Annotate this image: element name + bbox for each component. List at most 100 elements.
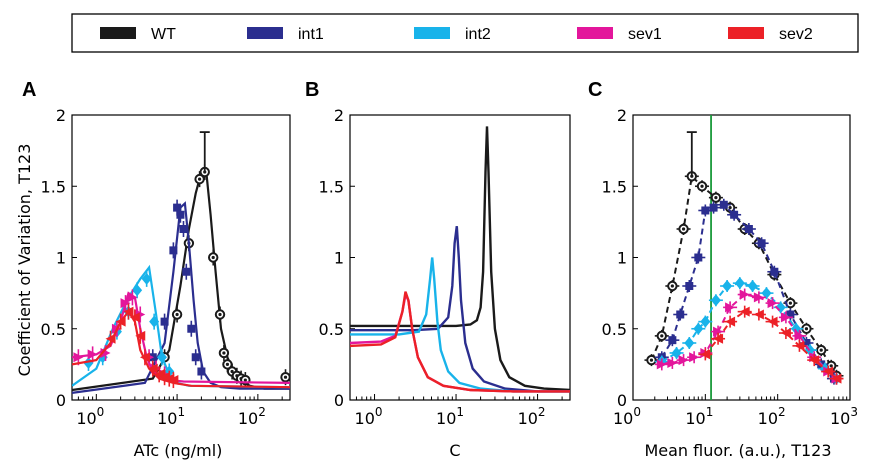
data-point-sev2 xyxy=(753,309,764,320)
data-point-int1 xyxy=(187,324,196,333)
data-point-WT-dot xyxy=(230,369,234,374)
data-point-int2 xyxy=(149,315,160,328)
data-point-int1 xyxy=(757,239,766,248)
x-tick-label: 102 xyxy=(518,405,546,428)
data-point-int1 xyxy=(719,200,728,209)
data-point-int2 xyxy=(722,280,733,292)
x-tick-label: 100 xyxy=(76,405,104,428)
data-point-sev1 xyxy=(780,312,791,323)
x-axis-label-a: ATc (ng/ml) xyxy=(134,441,223,460)
data-point-int1 xyxy=(709,203,718,212)
data-point-int1 xyxy=(770,267,779,276)
legend-label-WT: WT xyxy=(151,26,176,43)
y-axis-label-a: Coefficient of Variation, T123 xyxy=(15,144,34,377)
data-point-WT-dot xyxy=(714,196,718,200)
data-point-WT-dot xyxy=(283,375,288,379)
data-point-sev2 xyxy=(767,316,778,327)
legend-swatch-int1 xyxy=(247,27,283,39)
data-point-int1 xyxy=(197,367,206,376)
panel-b: 0 0.5 1 1.5 2 100 101 102 xyxy=(319,106,571,428)
legend-label-int1: int1 xyxy=(298,26,324,43)
data-point-sev1 xyxy=(739,289,750,300)
data-point-int1 xyxy=(685,282,694,290)
data-point-sev1 xyxy=(767,298,778,309)
model-line-int1 xyxy=(350,226,570,393)
data-point-WT-dot xyxy=(218,312,222,317)
data-point-sev2 xyxy=(129,312,140,323)
data-point-int1 xyxy=(744,225,753,233)
data-point-int2 xyxy=(761,287,772,300)
model-line-int2 xyxy=(350,257,570,393)
x-tick-label: 101 xyxy=(157,405,185,428)
y-tick-label: 0.5 xyxy=(41,320,66,339)
data-point-WT-dot xyxy=(175,312,179,317)
data-point-WT-dot xyxy=(829,364,833,368)
legend-label-sev2: sev2 xyxy=(779,26,813,43)
data-point-int1 xyxy=(160,317,169,326)
x-tick-label: 102 xyxy=(758,405,786,428)
legend-label-sev1: sev1 xyxy=(628,26,662,43)
data-point-int2 xyxy=(156,351,167,364)
data-point-int1 xyxy=(169,246,178,255)
y-tick-label: 0 xyxy=(617,391,627,410)
data-point-WT-dot xyxy=(649,358,654,362)
data-point-int2 xyxy=(141,272,152,285)
data-point-int2 xyxy=(747,280,758,292)
legend-swatch-WT xyxy=(100,27,136,39)
y-tick-label: 1 xyxy=(56,249,66,268)
data-point-sev1 xyxy=(725,302,736,313)
data-point-WT-dot xyxy=(728,206,732,210)
data-point-sev2 xyxy=(725,316,736,327)
data-point-sev1 xyxy=(713,326,724,337)
data-point-int2 xyxy=(734,277,745,290)
data-point-sev2 xyxy=(794,340,805,351)
x-tick-label: 102 xyxy=(238,405,266,428)
data-point-int1 xyxy=(668,336,677,345)
y-tick-label: 2 xyxy=(56,106,66,125)
data-point-WT-dot xyxy=(804,327,809,331)
data-point-sev2 xyxy=(700,349,711,360)
data-point-WT-dot xyxy=(788,301,793,305)
data-point-WT-dot xyxy=(819,348,823,352)
y-tick-label: 1 xyxy=(617,249,627,268)
legend: WT int1 int2 sev1 sev2 xyxy=(71,13,859,53)
y-tick-label: 1 xyxy=(334,249,344,268)
x-tick-label: 101 xyxy=(685,405,713,428)
legend-swatch-int2 xyxy=(414,27,450,39)
panel-letter-a: A xyxy=(22,79,36,101)
data-point-int1 xyxy=(730,210,739,219)
panel-a: 0 0.5 1 1.5 2 100 101 102 xyxy=(41,106,291,428)
data-point-sev2 xyxy=(147,363,158,374)
data-point-int1 xyxy=(179,225,188,233)
model-line-WT xyxy=(350,126,570,392)
data-point-sev2 xyxy=(823,366,834,377)
panel-c: 0 0.5 1 1.5 2 100 101 102 103 xyxy=(602,106,858,428)
y-tick-label: 1.5 xyxy=(319,177,344,196)
data-point-sev2 xyxy=(780,328,791,339)
data-point-int1 xyxy=(676,310,685,319)
data-point-sev2 xyxy=(168,375,179,386)
data-point-sev1 xyxy=(120,298,131,309)
data-point-WT-dot xyxy=(198,177,202,181)
legend-box xyxy=(71,13,859,53)
data-point-sev2 xyxy=(123,306,134,317)
legend-swatch-sev1 xyxy=(577,27,613,39)
data-point-sev2 xyxy=(115,316,126,327)
panel-letter-b: B xyxy=(305,79,319,101)
data-point-WT-dot xyxy=(670,284,674,288)
data-point-WT-dot xyxy=(681,227,686,231)
panel-letter-c: C xyxy=(588,79,602,101)
data-point-WT-dot xyxy=(222,351,226,355)
data-point-WT-dot xyxy=(211,255,215,260)
data-point-sev1 xyxy=(87,349,98,360)
y-tick-label: 2 xyxy=(617,106,627,125)
data-point-sev1 xyxy=(667,357,678,368)
y-tick-label: 0 xyxy=(334,391,344,410)
model-line-sev2 xyxy=(350,291,570,393)
data-point-int1 xyxy=(182,267,191,276)
data-point-int2 xyxy=(710,294,721,307)
data-point-WT-dot xyxy=(700,184,704,188)
legend-swatch-sev2 xyxy=(728,27,764,39)
y-tick-label: 2 xyxy=(334,106,344,125)
